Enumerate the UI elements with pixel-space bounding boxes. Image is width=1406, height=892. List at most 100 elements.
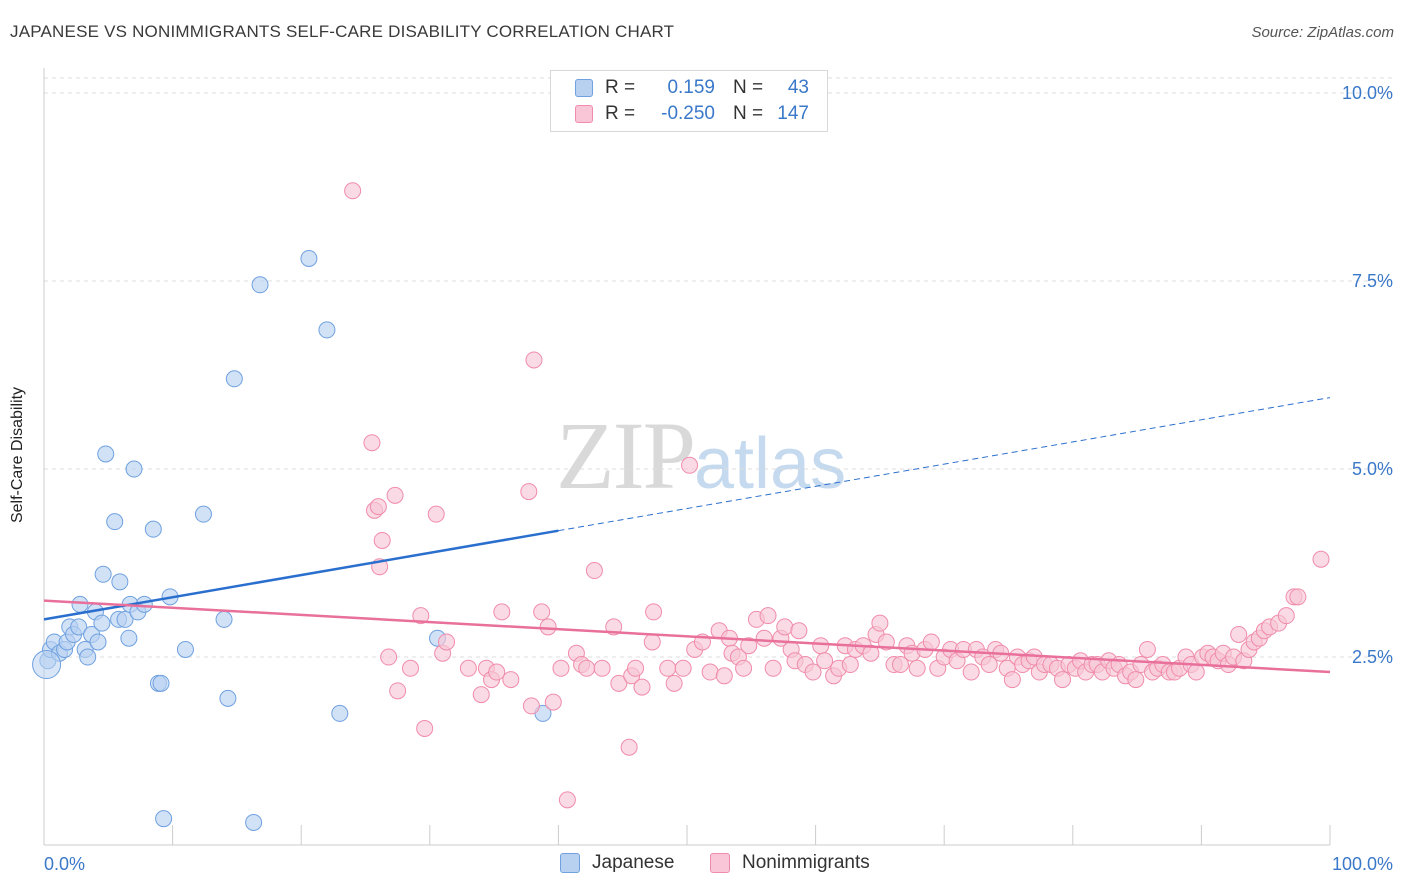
point-nonimmigrants: [804, 663, 822, 681]
point-nonimmigrants: [862, 644, 880, 662]
point-nonimmigrants: [871, 614, 889, 632]
point-nonimmigrants: [816, 652, 834, 670]
point-nonimmigrants: [533, 603, 551, 621]
point-japanese: [125, 460, 143, 478]
point-nonimmigrants: [908, 659, 926, 677]
watermark-zip: ZIP: [556, 402, 696, 509]
point-nonimmigrants: [715, 667, 733, 685]
point-nonimmigrants: [402, 659, 420, 677]
watermark: ZIPatlas: [556, 400, 846, 511]
point-japanese: [116, 610, 134, 628]
point-nonimmigrants: [363, 434, 381, 452]
point-nonimmigrants: [412, 607, 430, 625]
point-japanese: [155, 810, 173, 828]
point-nonimmigrants: [764, 659, 782, 677]
bottom-legend-japanese: Japanese: [560, 852, 674, 874]
point-nonimmigrants: [1312, 550, 1330, 568]
point-nonimmigrants: [643, 633, 661, 651]
point-nonimmigrants: [373, 531, 391, 549]
point-nonimmigrants: [681, 456, 699, 474]
point-nonimmigrants: [1187, 663, 1205, 681]
legend-r-label: R =: [605, 103, 636, 124]
point-nonimmigrants: [525, 351, 543, 369]
point-nonimmigrants: [759, 607, 777, 625]
point-nonimmigrants: [659, 659, 677, 677]
point-nonimmigrants: [1289, 588, 1307, 606]
point-nonimmigrants: [552, 659, 570, 677]
point-nonimmigrants: [1138, 640, 1156, 658]
trend-line-nonimmigrants: [43, 599, 1331, 674]
trend-line-dashed-japanese: [558, 397, 1331, 532]
bottom-legend-nonimmigrants: Nonimmigrants: [710, 852, 870, 874]
y-tick-label: 7.5%: [1352, 271, 1393, 291]
point-japanese: [176, 640, 194, 658]
point-nonimmigrants: [610, 674, 628, 692]
legend-n-label: N =: [733, 103, 764, 124]
bottom-legend-label-japanese: Japanese: [592, 852, 675, 873]
point-nonimmigrants: [472, 686, 490, 704]
point-nonimmigrants: [755, 629, 773, 647]
legend-r-value-nonimmigrants: -0.250: [661, 103, 715, 124]
point-nonimmigrants: [776, 618, 794, 636]
legend-row-japanese: R = 0.159 N = 43: [575, 76, 809, 100]
point-japanese: [97, 445, 115, 463]
point-japanese: [89, 633, 107, 651]
point-japanese: [120, 629, 138, 647]
bottom-legend-swatch-nonimmigrants: [710, 853, 730, 873]
point-japanese: [71, 595, 89, 613]
point-nonimmigrants: [544, 693, 562, 711]
legend-n-value-japanese: 43: [787, 77, 809, 98]
point-japanese: [219, 689, 237, 707]
point-japanese: [194, 505, 212, 523]
point-japanese: [94, 565, 112, 583]
point-nonimmigrants: [380, 648, 398, 666]
point-nonimmigrants: [522, 697, 540, 715]
point-nonimmigrants: [665, 674, 683, 692]
bottom-legend-swatch-japanese: [560, 853, 580, 873]
legend-n-value-nonimmigrants: 147: [777, 103, 809, 124]
point-japanese: [144, 520, 162, 538]
point-nonimmigrants: [344, 182, 362, 200]
point-nonimmigrants: [790, 622, 808, 640]
point-japanese: [225, 370, 243, 388]
point-japanese: [251, 276, 269, 294]
point-nonimmigrants: [627, 659, 645, 677]
legend-box: R = 0.159 N = 43 R = -0.250 N = 147: [550, 70, 828, 132]
point-nonimmigrants: [493, 603, 511, 621]
point-nonimmigrants: [962, 663, 980, 681]
point-japanese: [245, 813, 263, 831]
point-nonimmigrants: [841, 656, 859, 674]
point-japanese: [70, 618, 88, 636]
point-nonimmigrants: [633, 678, 651, 696]
point-nonimmigrants: [585, 562, 603, 580]
point-nonimmigrants: [980, 656, 998, 674]
point-nonimmigrants: [539, 618, 557, 636]
point-japanese: [331, 704, 349, 722]
point-japanese: [32, 650, 62, 680]
point-nonimmigrants: [922, 633, 940, 651]
point-japanese: [152, 674, 170, 692]
legend-row-nonimmigrants: R = -0.250 N = 147: [575, 102, 809, 126]
source-label: Source: ZipAtlas.com: [1251, 24, 1394, 41]
legend-swatch-nonimmigrants: [575, 105, 593, 123]
point-japanese: [111, 573, 129, 591]
point-nonimmigrants: [1003, 671, 1021, 689]
point-nonimmigrants: [1230, 625, 1248, 643]
point-japanese: [215, 610, 233, 628]
point-nonimmigrants: [459, 659, 477, 677]
y-tick-label: 5.0%: [1352, 459, 1393, 479]
point-japanese: [318, 321, 336, 339]
point-nonimmigrants: [558, 791, 576, 809]
watermark-atlas: atlas: [694, 424, 847, 504]
point-nonimmigrants: [427, 505, 445, 523]
point-nonimmigrants: [1054, 671, 1072, 689]
legend-r-value-japanese: 0.159: [667, 77, 715, 98]
bottom-legend-label-nonimmigrants: Nonimmigrants: [742, 852, 870, 873]
point-nonimmigrants: [438, 633, 456, 651]
point-nonimmigrants: [740, 637, 758, 655]
point-japanese: [106, 513, 124, 531]
point-nonimmigrants: [1127, 671, 1145, 689]
y-tick-label: 2.5%: [1352, 647, 1393, 667]
point-nonimmigrants: [701, 663, 719, 681]
